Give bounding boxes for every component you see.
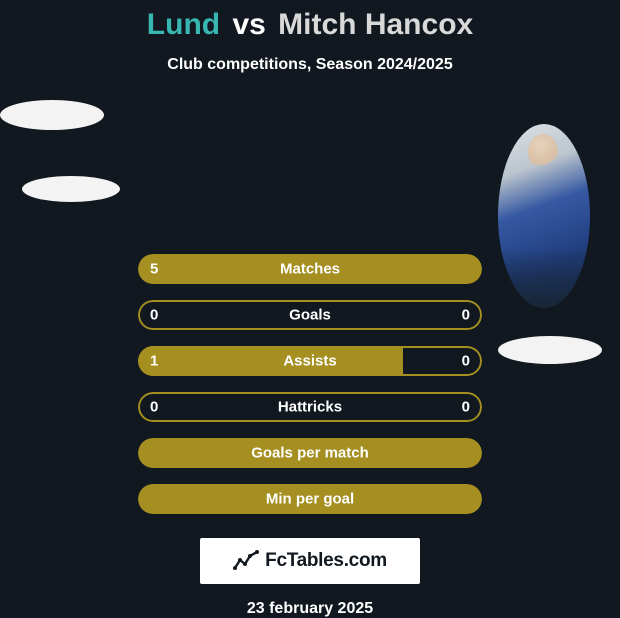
stat-value-right: 0: [462, 307, 470, 324]
player2-avatar-shadow: [498, 336, 602, 364]
player1-avatar-placeholder: [0, 100, 104, 130]
stat-row-assists: 1 Assists 0: [138, 346, 482, 376]
date-label: 23 february 2025: [0, 600, 620, 618]
player2-name: Mitch Hancox: [278, 8, 473, 41]
stat-label: Goals: [138, 307, 482, 324]
stat-bars: 5 Matches 0 Goals 0 1 Assists 0 0 Hattri…: [138, 254, 482, 514]
stat-label: Assists: [138, 353, 482, 370]
brand-badge: FcTables.com: [200, 538, 420, 584]
brand-text: FcTables.com: [265, 550, 387, 572]
stat-label: Goals per match: [138, 445, 482, 462]
stat-label: Min per goal: [138, 491, 482, 508]
stat-row-min-per-goal: Min per goal: [138, 484, 482, 514]
stat-value-right: 0: [462, 399, 470, 416]
player1-name: Lund: [147, 8, 220, 41]
stat-row-hattricks: 0 Hattricks 0: [138, 392, 482, 422]
vs-label: vs: [232, 8, 265, 41]
player1-avatar-shadow: [22, 176, 120, 202]
card-subtitle: Club competitions, Season 2024/2025: [0, 56, 620, 74]
player2-avatar: [498, 124, 590, 308]
stat-label: Matches: [138, 261, 482, 278]
comparison-card: Lund vs Mitch Hancox Club competitions, …: [0, 0, 620, 580]
fctables-logo-icon: [233, 550, 259, 572]
stat-row-matches: 5 Matches: [138, 254, 482, 284]
stat-label: Hattricks: [138, 399, 482, 416]
stat-row-goals: 0 Goals 0: [138, 300, 482, 330]
stat-row-goals-per-match: Goals per match: [138, 438, 482, 468]
card-title: Lund vs Mitch Hancox: [0, 8, 620, 42]
stat-value-right: 0: [462, 353, 470, 370]
